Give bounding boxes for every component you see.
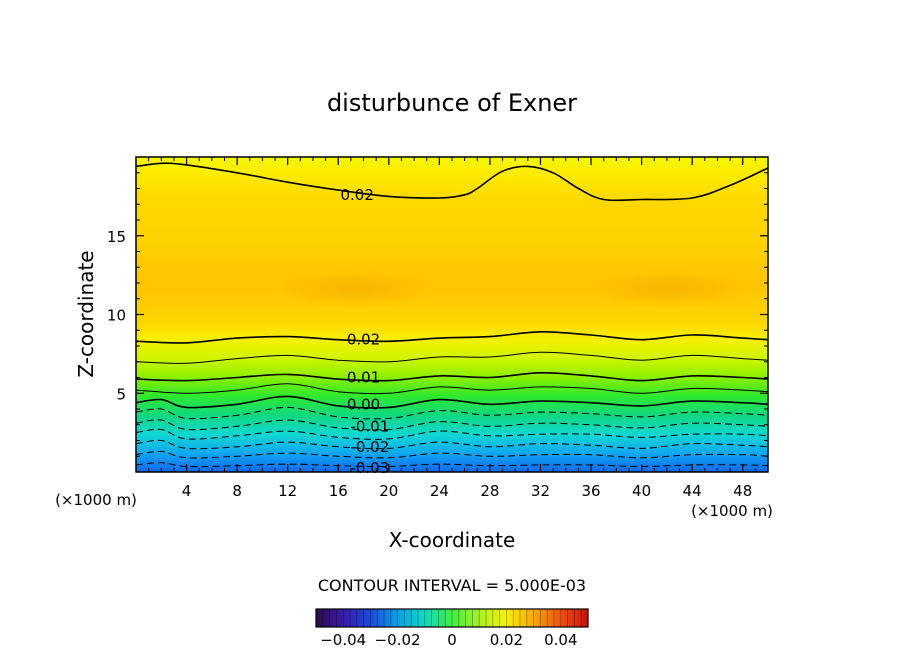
contour-line — [136, 162, 768, 202]
contour-label: 0.02 — [340, 186, 373, 204]
y-axis-ticks: 5 10 15 — [107, 172, 768, 457]
contour-label: -0.01 — [350, 417, 389, 435]
colorbar: −0.04 −0.02 0 0.02 0.04 — [315, 608, 589, 649]
y-tick-label: 10 — [107, 307, 126, 325]
y-axis-label: Z-coordinate — [74, 250, 98, 377]
colorbar-tick-label: 0 — [447, 631, 457, 649]
contour-line — [136, 371, 768, 382]
colorbar-tick-label: 0.04 — [544, 631, 577, 649]
x-tick-label: 20 — [379, 482, 398, 500]
contour-line — [136, 450, 768, 459]
contour-label: -0.02 — [350, 438, 389, 456]
contour-line — [136, 428, 768, 440]
contour-line — [136, 406, 768, 420]
contour-label: 0.01 — [347, 369, 380, 387]
x-tick-label: 36 — [581, 482, 600, 500]
contour-lines — [136, 162, 768, 468]
colorbar-tick-label: −0.04 — [320, 631, 366, 649]
contour-label: 0.00 — [347, 395, 380, 413]
x-tick-label: 12 — [278, 482, 297, 500]
contour-line — [136, 383, 768, 395]
contour-label: 0.02 — [347, 331, 380, 349]
x-tick-label: 16 — [329, 482, 348, 500]
colorbar-tick-label: 0.02 — [490, 631, 523, 649]
plot-field — [136, 157, 768, 472]
contour-labels: 0.02 0.02 0.01 0.00 -0.01 -0.02 -0.03 — [340, 186, 389, 477]
colorbar-fill — [316, 609, 588, 627]
x-axis-unit-left: (×1000 m) — [55, 491, 137, 509]
field-max-region-right — [590, 269, 750, 309]
x-tick-label: 32 — [531, 482, 550, 500]
x-axis-label: X-coordinate — [389, 528, 516, 552]
y-tick-label: 15 — [107, 228, 126, 246]
x-axis-ticks: 4 8 12 16 20 24 28 32 36 40 44 48 — [148, 157, 756, 500]
field-fill — [136, 157, 768, 472]
colorbar-frame — [315, 608, 589, 628]
x-tick-label: 24 — [430, 482, 449, 500]
chart-title: disturbunce of Exner — [327, 89, 577, 117]
contour-interval-label: CONTOUR INTERVAL = 5.000E-03 — [318, 576, 586, 595]
x-tick-label: 48 — [733, 482, 752, 500]
contour-line — [136, 439, 768, 450]
x-tick-label: 40 — [632, 482, 651, 500]
contour-line — [136, 395, 768, 409]
contour-label: -0.03 — [350, 459, 389, 477]
contour-line — [136, 330, 768, 344]
x-tick-label: 4 — [182, 482, 192, 500]
x-tick-label: 44 — [683, 482, 702, 500]
x-tick-label: 8 — [232, 482, 242, 500]
colorbar-tick-label: −0.02 — [375, 631, 421, 649]
x-tick-label: 28 — [480, 482, 499, 500]
x-axis-unit-right: (×1000 m) — [691, 502, 773, 520]
y-tick-label: 5 — [116, 385, 126, 403]
field-max-region-left — [276, 269, 436, 309]
contour-line — [136, 351, 768, 364]
